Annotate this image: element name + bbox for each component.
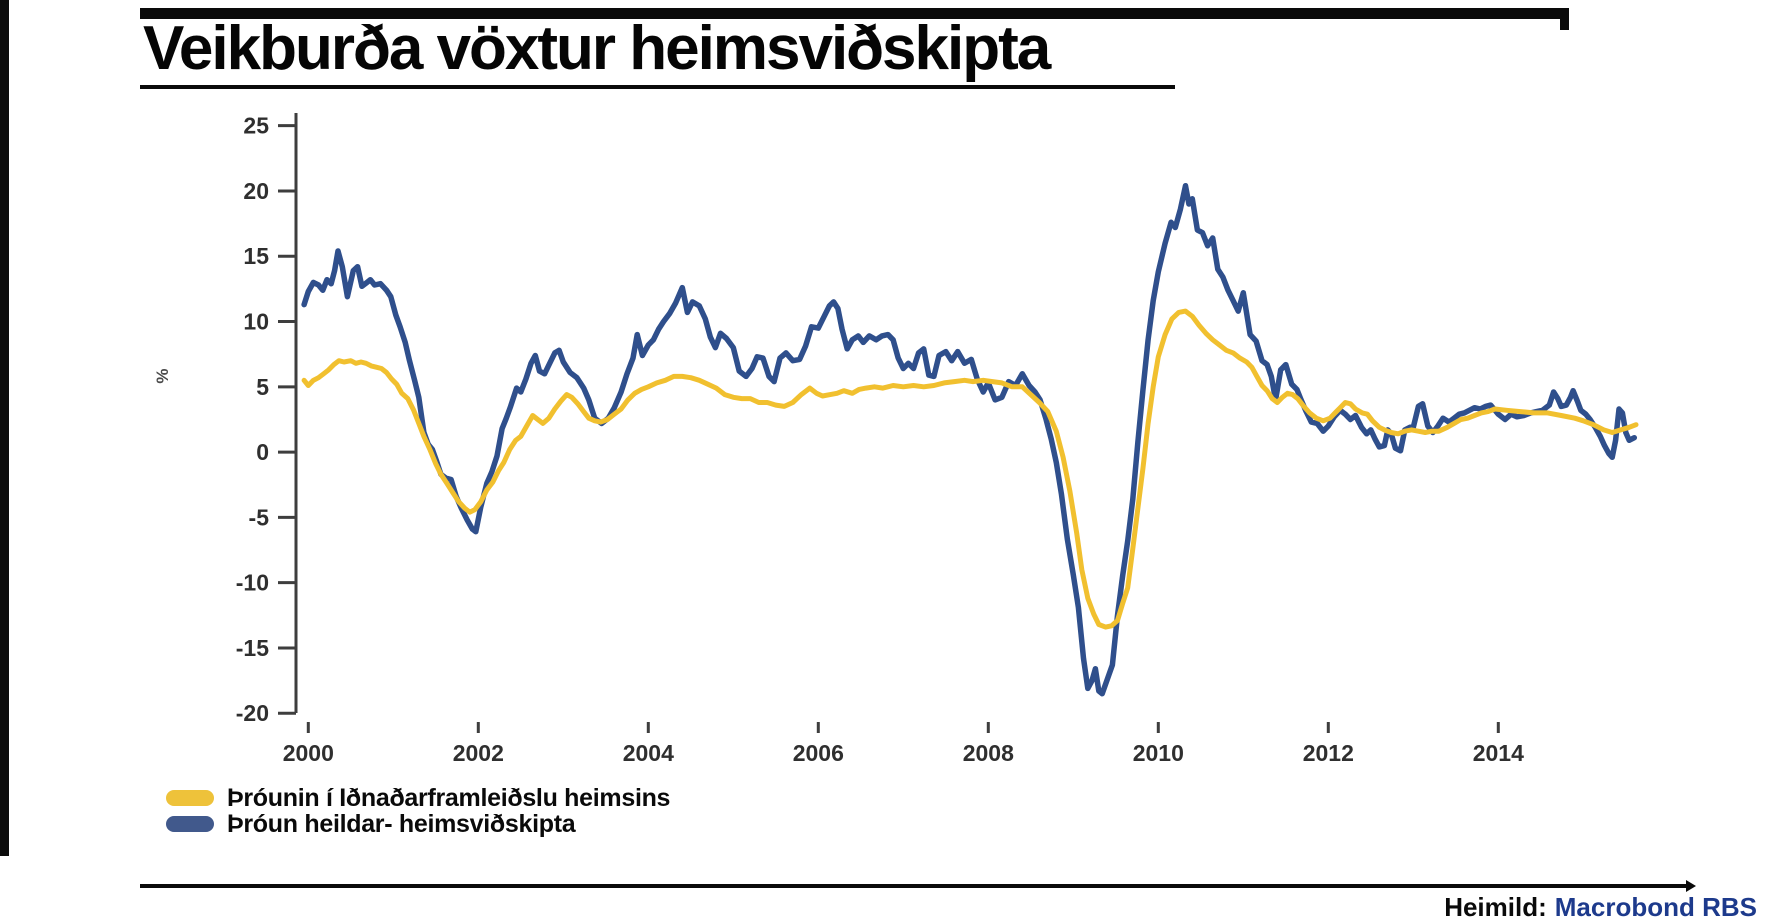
x-axis-tick-label: 2010 xyxy=(1133,740,1184,766)
top-border-stub xyxy=(1560,8,1569,30)
x-axis-tick-label: 2000 xyxy=(283,740,334,766)
x-axis-tick-label: 2014 xyxy=(1473,740,1524,766)
title-underline xyxy=(140,85,1175,89)
y-axis-tick-label: -5 xyxy=(249,504,270,530)
y-axis-tick-label: 10 xyxy=(243,309,269,335)
source-name: Macrobond RBS xyxy=(1554,892,1757,922)
legend-label-industrial-production: Þróunin í Iðnaðarframleiðslu heimsins xyxy=(227,783,671,812)
x-axis-tick-label: 2012 xyxy=(1303,740,1354,766)
chart-legend: Þróunin í Iðnaðarframleiðslu heimsins Þr… xyxy=(166,783,671,838)
legend-item-industrial-production: Þróunin í Iðnaðarframleiðslu heimsins xyxy=(166,783,671,812)
y-axis-tick-label: 15 xyxy=(243,243,269,269)
x-axis-tick-label: 2008 xyxy=(963,740,1014,766)
x-axis-tick-label: 2006 xyxy=(793,740,844,766)
y-axis-unit-label: % xyxy=(153,368,172,383)
bottom-rule-arrow-tip xyxy=(1686,880,1696,892)
left-border-bar xyxy=(0,0,9,856)
series-line-industrial-production xyxy=(301,308,1639,630)
y-axis-tick-label: 25 xyxy=(243,113,269,139)
source-prefix: Heimild: xyxy=(1444,892,1547,922)
series-line-world-trade xyxy=(301,182,1638,697)
source-note: Heimild: Macrobond RBS xyxy=(1444,892,1757,922)
y-axis-tick-label: 0 xyxy=(256,439,269,465)
bottom-rule xyxy=(140,884,1688,888)
y-axis-tick-label: -15 xyxy=(236,635,269,661)
legend-label-world-trade: Þróun heildar- heimsviðskipta xyxy=(227,809,576,838)
x-axis-tick-label: 2002 xyxy=(453,740,504,766)
y-axis-tick-label: -20 xyxy=(236,700,269,726)
y-axis-tick-label: 5 xyxy=(256,374,269,400)
x-axis-tick-label: 2004 xyxy=(623,740,674,766)
page-title: Veikburða vöxtur heimsviðskipta xyxy=(143,14,1051,83)
legend-item-world-trade: Þróun heildar- heimsviðskipta xyxy=(166,809,670,838)
y-axis-tick-label: -10 xyxy=(236,570,269,596)
legend-swatch-blue xyxy=(166,816,214,832)
top-border-bar xyxy=(140,8,1568,19)
legend-swatch-yellow xyxy=(166,790,214,806)
y-axis-tick-label: 20 xyxy=(243,178,269,204)
